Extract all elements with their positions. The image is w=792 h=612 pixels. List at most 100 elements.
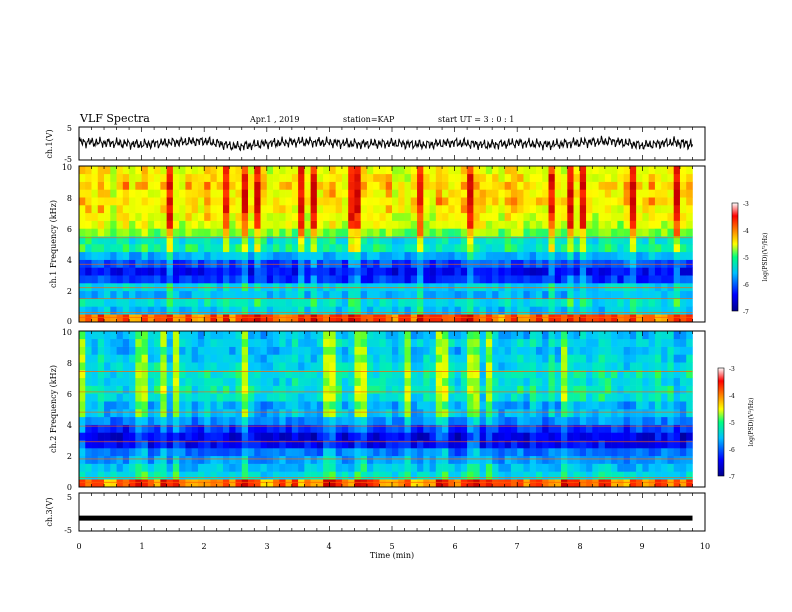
spectrogram-cell (85, 212, 92, 221)
spectrogram-cell (498, 275, 505, 284)
spectrogram-cell (241, 259, 249, 268)
spectrogram-cell (498, 166, 505, 175)
spectrogram-cell (116, 338, 124, 347)
spectrogram-cell (460, 166, 468, 175)
spectrogram-cell (273, 228, 280, 237)
spectrogram-cell (154, 267, 161, 276)
spectrogram-cell (366, 275, 374, 284)
spectrogram-cell (298, 290, 305, 299)
spectrogram-cell (229, 455, 236, 464)
spectrogram-cell (623, 424, 631, 433)
spectrogram-cell (329, 346, 336, 355)
spectrogram-cell (216, 181, 224, 190)
spectrogram-cell (366, 244, 374, 253)
spectrogram-cell (529, 362, 537, 371)
spectrogram-cell (523, 251, 531, 260)
spectrogram-cell (379, 275, 387, 284)
spectrogram-cell (429, 346, 437, 355)
spectrogram-cell (554, 275, 562, 284)
spectrogram-cell (298, 346, 305, 355)
spectrogram-cell (636, 205, 643, 214)
spectrogram-cell (185, 346, 192, 355)
spectrogram-cell (229, 362, 236, 371)
spectrogram-cell (154, 283, 161, 292)
spectrogram-cell (373, 463, 380, 472)
spectrogram-cell (323, 455, 330, 464)
spectrogram-cell (460, 244, 468, 253)
spectrogram-cell (235, 440, 243, 449)
spectrogram-cell (548, 251, 556, 260)
spectrogram-cell (185, 471, 192, 480)
spectrogram-cell (348, 455, 355, 464)
spectrogram-cell (373, 197, 380, 206)
spectrogram-cell (667, 385, 674, 394)
spectrogram-cell (611, 385, 618, 394)
spectrogram-cell (579, 212, 587, 221)
spectrogram-cell (510, 189, 518, 198)
spectrogram-cell (298, 220, 305, 229)
spectrogram-cell (235, 244, 243, 253)
spectrogram-cell (542, 440, 549, 449)
spectrogram-cell (248, 189, 255, 198)
spectrogram-cell (654, 479, 662, 488)
spectrogram-cell (104, 370, 111, 379)
spectrogram-cell (185, 455, 192, 464)
spectrogram-cell (598, 189, 606, 198)
spectrogram-cell (79, 463, 86, 472)
spectrogram-cell (116, 283, 124, 292)
spectrogram-cell (341, 331, 349, 340)
spectrogram-cell (673, 259, 681, 268)
spectrogram-cell (298, 424, 305, 433)
spectrogram-cell (254, 331, 261, 340)
spectrogram-cell (335, 244, 343, 253)
spectrogram-cell (404, 181, 412, 190)
spectrogram-cell (604, 298, 612, 307)
spectrogram-cell (673, 393, 681, 402)
spectrogram-cell (467, 173, 474, 182)
spectrogram-cell (485, 471, 493, 480)
spectrogram-cell (197, 267, 205, 276)
spectrogram-cell (535, 440, 543, 449)
spectrogram-cell (454, 331, 462, 340)
spectrogram-cell (197, 189, 205, 198)
spectrogram-cell (498, 479, 505, 488)
spectrogram-cell (567, 181, 574, 190)
spectrogram-cell (179, 290, 186, 299)
spectrogram-cell (611, 393, 618, 402)
spectrogram-cell (241, 479, 249, 488)
spectrogram-cell (116, 432, 124, 441)
spectrogram-cell (554, 212, 562, 221)
spectrogram-cell (298, 306, 305, 315)
spectrogram-cell (260, 354, 268, 363)
spectrogram-cell (467, 354, 474, 363)
spectrogram-cell (398, 244, 405, 253)
spectrogram-cell (567, 393, 574, 402)
spectrogram-cell (529, 244, 537, 253)
spectrogram-cell (248, 385, 255, 394)
spectrogram-cell (248, 314, 255, 323)
spectrogram-cell (485, 463, 493, 472)
spectrogram-cell (285, 173, 293, 182)
spectrogram-cell (642, 409, 649, 418)
spectrogram-cell (166, 306, 174, 315)
spectrogram-cell (235, 298, 243, 307)
spectrogram-cell (442, 338, 449, 347)
spectrogram-cell (429, 298, 437, 307)
spectrogram-cell (548, 354, 556, 363)
spectrogram-cell (216, 267, 224, 276)
spectrogram-cell (341, 385, 349, 394)
spectrogram-cell (104, 267, 111, 276)
spectrogram-cell (104, 228, 111, 237)
spectrogram-cell (373, 370, 380, 379)
spectrogram-cell (617, 275, 624, 284)
spectrogram-cell (398, 189, 405, 198)
spectrogram-cell (304, 393, 311, 402)
spectrogram-cell (392, 385, 399, 394)
spectrogram-cell (492, 424, 499, 433)
spectrogram-cell (617, 173, 624, 182)
spectrogram-cell (392, 448, 399, 457)
spectrogram-cell (454, 275, 462, 284)
spectrogram-cell (335, 463, 343, 472)
ch1-freq-tick-6: 6 (67, 225, 72, 234)
spectrogram-cell (147, 251, 155, 260)
